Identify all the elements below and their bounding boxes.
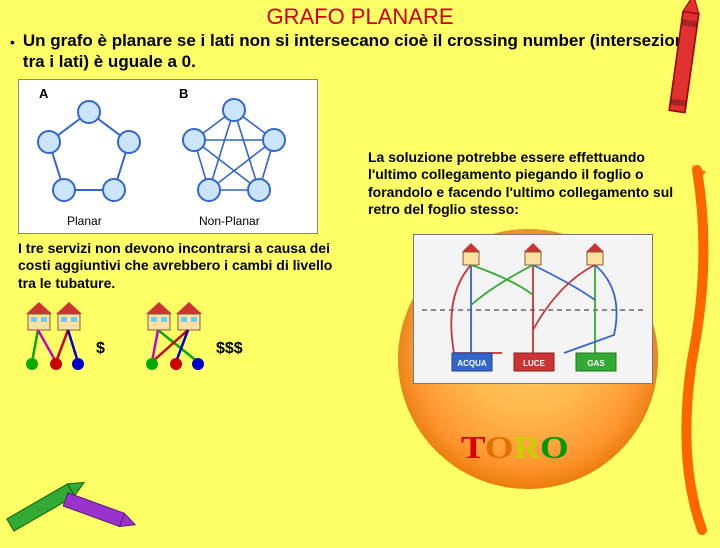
util-acqua: ACQUA bbox=[457, 359, 487, 368]
utilities-solution-panel: ACQUA LUCE GAS bbox=[413, 234, 653, 384]
page-title: GRAFO PLANARE bbox=[0, 0, 720, 30]
crayon-purple-bottom bbox=[55, 483, 145, 548]
bullet-icon: • bbox=[10, 34, 15, 50]
caption-planar: Planar bbox=[67, 214, 102, 228]
right-caption: La soluzione potrebbe essere effettuando… bbox=[368, 149, 688, 219]
cost-single: $ bbox=[96, 340, 105, 358]
graph-comparison-panel: A B bbox=[18, 79, 318, 234]
houses-utilities-diagram: $ $$$ bbox=[18, 300, 358, 380]
torus-diagram: ACQUA LUCE GAS TORO bbox=[368, 229, 688, 509]
toro-label: TORO bbox=[461, 429, 569, 466]
caption-nonplanar: Non-Planar bbox=[199, 214, 260, 228]
graph-svg: A B bbox=[19, 80, 319, 235]
util-gas: GAS bbox=[587, 359, 605, 368]
crayon-red-top bbox=[654, 0, 714, 137]
cost-triple: $$$ bbox=[216, 340, 243, 358]
util-luce: LUCE bbox=[523, 359, 545, 368]
label-a: A bbox=[39, 86, 49, 101]
label-b: B bbox=[179, 86, 188, 101]
definition-text: Un grafo è planare se i lati non si inte… bbox=[23, 30, 712, 73]
definition-row: • Un grafo è planare se i lati non si in… bbox=[0, 30, 720, 73]
left-caption: I tre servizi non devono incontrarsi a c… bbox=[18, 240, 338, 293]
